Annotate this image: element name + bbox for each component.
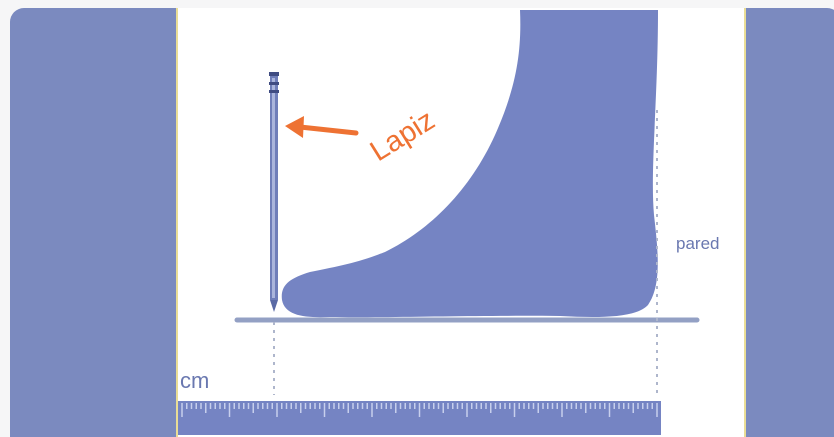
ruler-icon: [178, 401, 661, 435]
wall-label: pared: [676, 234, 719, 253]
unit-label: cm: [180, 368, 209, 393]
pencil-icon: [269, 72, 279, 312]
arrow-left-icon: [285, 116, 359, 138]
left-side-panel: [10, 8, 176, 437]
pencil-label: Lapiz: [365, 104, 441, 168]
foot-silhouette-icon: [281, 10, 658, 318]
right-side-panel: [746, 8, 834, 437]
